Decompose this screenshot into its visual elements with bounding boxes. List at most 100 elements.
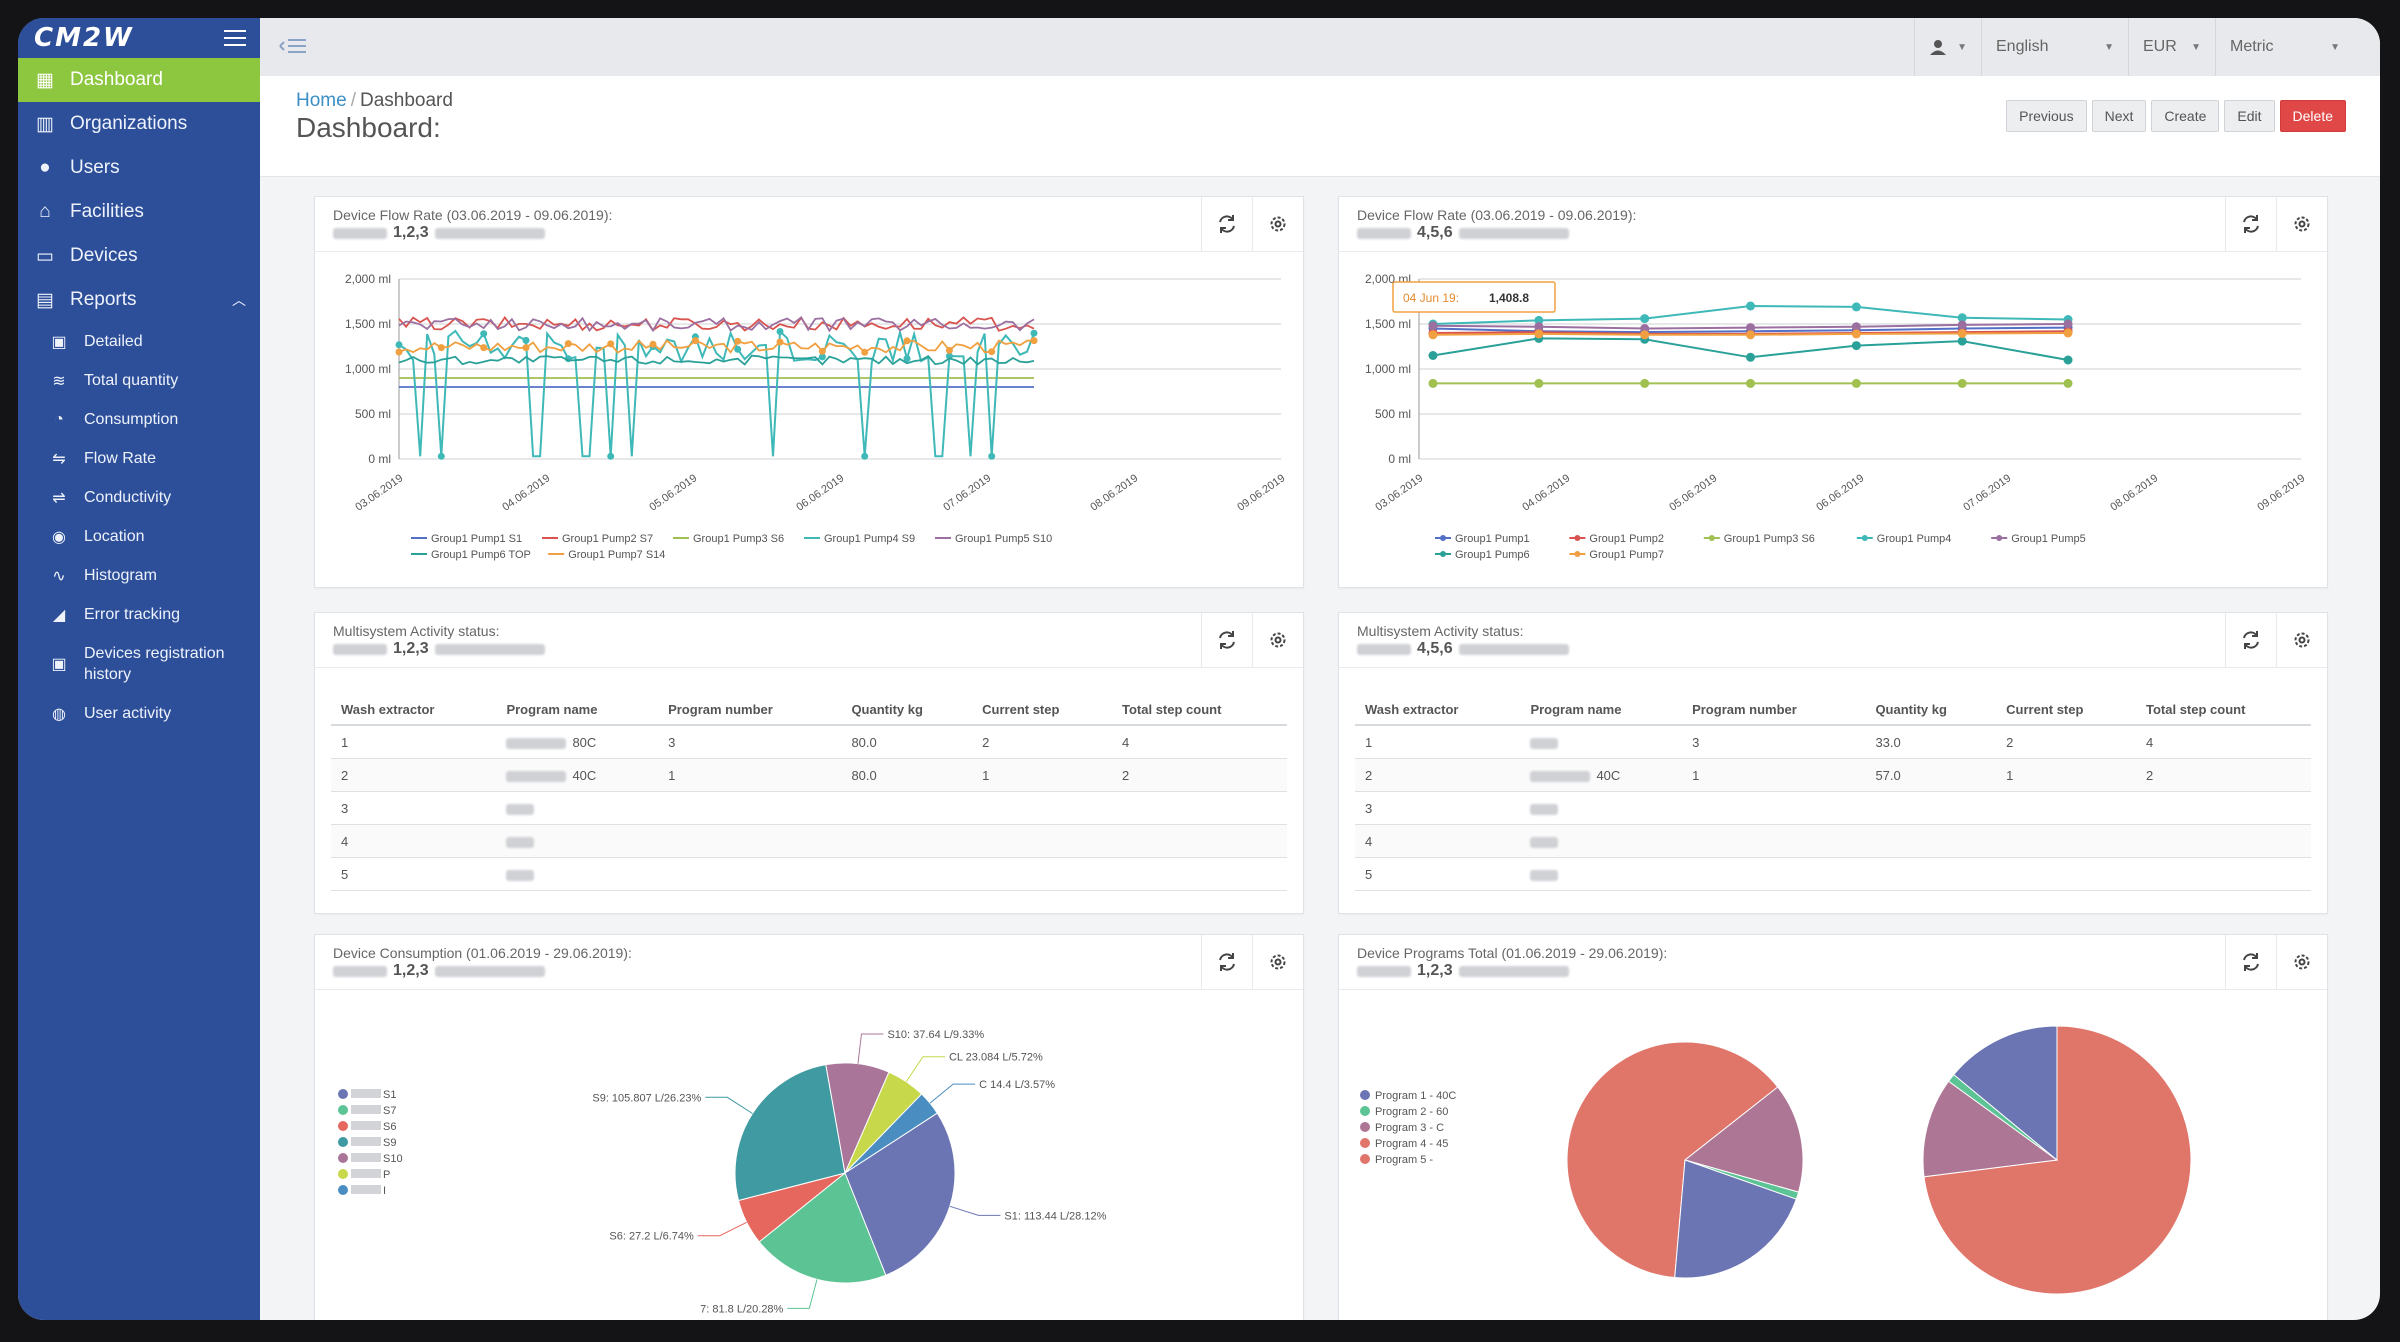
cell-value: 1 <box>341 734 349 750</box>
report-item-conductivity[interactable]: ⇌ Conductivity <box>18 478 260 517</box>
report-item-location[interactable]: ◉ Location <box>18 517 260 556</box>
x-tick-label: 05.06.2019 <box>647 472 699 513</box>
legend-swatch <box>1360 1106 1370 1116</box>
sidebar-item-facilities[interactable]: ⌂ Facilities <box>18 190 260 234</box>
user-menu[interactable]: ▼ <box>1914 18 1981 76</box>
delete-button[interactable]: Delete <box>2279 100 2346 132</box>
create-button[interactable]: Create <box>2151 100 2220 132</box>
table-cell <box>972 857 1112 891</box>
x-tick-label: 07.06.2019 <box>1961 472 2013 513</box>
report-item-histogram[interactable]: ∿ Histogram <box>18 556 260 595</box>
collapse-sidebar-icon[interactable] <box>278 36 308 56</box>
sidebar-item-users[interactable]: ● Users <box>18 146 260 190</box>
table-cell <box>972 824 1112 858</box>
panel-subtitle: 4,5,6 <box>1417 224 1453 241</box>
table-cell <box>1682 857 1866 891</box>
settings-button[interactable] <box>1252 613 1303 667</box>
table-cell <box>496 857 659 891</box>
main-nav: ▦ Dashboard ▥ Organizations ● Users ⌂ Facilitie… <box>18 58 260 322</box>
data-point <box>649 340 657 348</box>
refresh-button[interactable] <box>1201 197 1252 251</box>
refresh-button[interactable] <box>2225 197 2276 251</box>
legend-entry: Group1 Pump2 <box>1589 533 1664 545</box>
cell-value: 80C <box>572 734 597 750</box>
report-item-error-tracking[interactable]: ◢ Error tracking <box>18 595 260 634</box>
table-cell: 80.0 <box>841 725 973 759</box>
legend-entry: S1 <box>383 1089 396 1101</box>
gear-icon <box>2294 632 2310 648</box>
device-icon: ▭ <box>36 245 54 267</box>
next-button[interactable]: Next <box>2091 100 2147 132</box>
chevron-down-icon: ▼ <box>1957 41 1967 53</box>
x-tick-label: 04.06.2019 <box>1520 472 1572 513</box>
panel-title: Multisystem Activity status: <box>1357 623 1524 639</box>
data-point <box>1957 320 1967 330</box>
sidebar-item-label: Devices <box>70 245 138 266</box>
data-point <box>1957 378 1967 388</box>
cell-value: 2 <box>341 767 349 783</box>
data-point <box>1428 351 1438 360</box>
report-item-flow-rate[interactable]: ⇋ Flow Rate <box>18 439 260 478</box>
label-leader <box>787 1279 818 1309</box>
error-icon: ◢ <box>52 606 66 624</box>
slice-label: S1: 113.44 L/28.12% <box>1004 1210 1106 1222</box>
x-tick-label: 03.06.2019 <box>1373 472 1425 513</box>
panel-title: Device Flow Rate (03.06.2019 - 09.06.201… <box>333 207 613 223</box>
currency-select[interactable]: EUR ▼ <box>2128 18 2215 76</box>
pie-slice <box>1953 1025 2058 1162</box>
legend-swatch <box>338 1169 348 1179</box>
refresh-button[interactable] <box>2225 935 2276 989</box>
settings-button[interactable] <box>1252 935 1303 989</box>
breadcrumb-home-link[interactable]: Home <box>296 90 347 111</box>
report-item-label: Histogram <box>84 566 157 584</box>
sidebar-item-devices[interactable]: ▭ Devices <box>18 234 260 278</box>
legend-marker <box>1574 535 1581 541</box>
table-cell: 57.0 <box>1865 758 1997 792</box>
report-item-detailed[interactable]: ▣ Detailed <box>18 322 260 361</box>
tooltip-value: 1,408.8 <box>1489 291 1529 305</box>
column-header: Quantity kg <box>841 694 973 726</box>
table-row: 4 <box>1355 824 2311 858</box>
flow-rate-chart-1: 0 ml 500 ml 1,000 ml 1,500 ml 2,000 ml 03.06.… <box>345 272 1287 561</box>
report-item-consumption[interactable]: ◔ Consumption <box>18 400 260 439</box>
sidebar-item-dashboard[interactable]: ▦ Dashboard <box>18 58 260 102</box>
table-cell: 4 <box>1112 725 1287 759</box>
refresh-button[interactable] <box>1201 935 1252 989</box>
report-item-devices-registration-history[interactable]: ▣ Devices registration history <box>18 634 260 694</box>
table-cell <box>972 791 1112 825</box>
cell-value: 33.0 <box>1875 734 1901 750</box>
data-point <box>945 352 953 360</box>
cell-value: 57.0 <box>1875 767 1901 783</box>
refresh-button[interactable] <box>1201 613 1252 667</box>
panel-subtitle: 1,2,3 <box>393 962 429 979</box>
data-point <box>437 344 445 352</box>
settings-button[interactable] <box>2276 935 2327 989</box>
sidebar-item-organizations[interactable]: ▥ Organizations <box>18 102 260 146</box>
y-tick-label: 500 ml <box>355 407 391 421</box>
settings-button[interactable] <box>1252 197 1303 251</box>
activity-status-panel-2: Multisystem Activity status: 4,5,6 Wash … <box>1338 612 2328 914</box>
table-cell: 2 <box>1355 758 1521 792</box>
refresh-button[interactable] <box>2225 613 2276 667</box>
x-tick-label: 05.06.2019 <box>1667 472 1719 513</box>
data-point <box>903 337 911 345</box>
edit-button[interactable]: Edit <box>2224 100 2275 132</box>
data-point <box>818 347 826 355</box>
sidebar-item-label: Reports <box>70 289 137 310</box>
table-cell <box>496 791 659 825</box>
table-cell: 40C <box>1520 758 1683 792</box>
previous-button[interactable]: Previous <box>2006 100 2087 132</box>
currency-value: EUR <box>2143 38 2177 55</box>
sidebar-item-reports[interactable]: ▤ Reports ︿ <box>18 278 260 322</box>
report-item-total-quantity[interactable]: ≋ Total quantity <box>18 361 260 400</box>
menu-toggle-icon[interactable] <box>224 30 246 46</box>
settings-button[interactable] <box>2276 197 2327 251</box>
language-select[interactable]: English ▼ <box>1981 18 2128 76</box>
data-point <box>1851 322 1861 332</box>
column-header: Current step <box>1996 694 2136 726</box>
chevron-up-icon: ︿ <box>232 292 246 308</box>
units-select[interactable]: Metric ▼ <box>2215 18 2354 76</box>
report-item-user-activity[interactable]: ◍ User activity <box>18 694 260 733</box>
settings-button[interactable] <box>2276 613 2327 667</box>
y-tick-label: 1,000 ml <box>1365 362 1411 376</box>
